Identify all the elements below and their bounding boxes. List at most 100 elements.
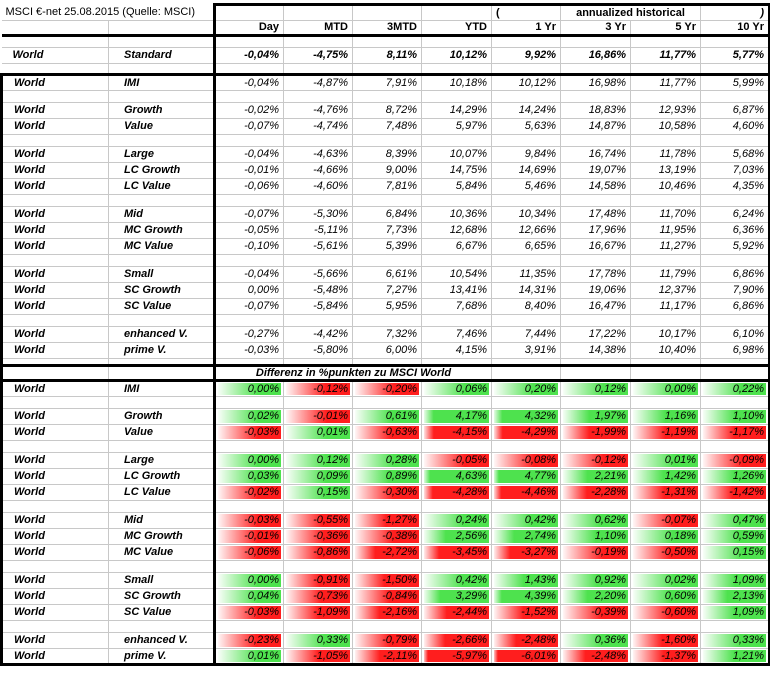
region-cell: World <box>0 484 109 501</box>
value-cell: 9,84% <box>491 146 561 163</box>
value-cell: -0,07% <box>213 118 284 135</box>
header-blank-cell <box>421 3 492 21</box>
spacer-cell <box>630 365 701 382</box>
diff-value-cell: 0,20% <box>491 380 561 397</box>
diff-value-cell: 0,02% <box>630 572 701 589</box>
table-row <box>0 194 770 207</box>
spacer-cell <box>700 500 770 513</box>
spacer-cell <box>560 560 631 573</box>
value-cell: -0,03% <box>213 342 284 359</box>
diff-value-cell: -3,27% <box>491 544 561 561</box>
region-cell: World <box>0 118 109 135</box>
diff-value-cell: -0,03% <box>213 604 284 621</box>
value-cell: 4,15% <box>421 342 492 359</box>
value-cell: 14,29% <box>421 102 492 119</box>
spacer-cell <box>421 560 492 573</box>
spacer-cell <box>630 63 701 76</box>
diff-value-cell: 1,42% <box>630 468 701 485</box>
spacer-cell <box>0 194 109 207</box>
value-cell: 14,38% <box>560 342 631 359</box>
spacer-cell <box>630 35 701 48</box>
value-cell: 7,44% <box>491 326 561 343</box>
label-cell: Mid <box>108 512 215 529</box>
diff-value-cell: 0,28% <box>352 452 422 469</box>
spacer-cell <box>560 194 631 207</box>
value-cell: -5,11% <box>283 222 353 239</box>
value-cell: 11,95% <box>630 222 701 239</box>
value-cell: 10,54% <box>421 266 492 283</box>
label-cell: MC Value <box>108 238 215 255</box>
spacer-cell <box>213 358 284 367</box>
spacer-cell <box>421 90 492 103</box>
table-row: World Growth 0,02% -0,01% 0,61% 4,17% 4,32% 1,9… <box>0 408 770 425</box>
diff-value-cell: -0,63% <box>352 424 422 441</box>
value-cell: -0,10% <box>213 238 284 255</box>
value-cell: 5,99% <box>700 74 770 91</box>
diff-value-cell: 0,00% <box>213 452 284 469</box>
value-cell: 16,67% <box>560 238 631 255</box>
value-cell: 7,81% <box>352 178 422 195</box>
spacer-cell <box>421 134 492 147</box>
spacer-cell <box>283 500 353 513</box>
value-cell: 7,48% <box>352 118 422 135</box>
region-cell: World <box>0 528 109 545</box>
spacer-cell <box>352 396 422 409</box>
label-cell: Growth <box>108 408 215 425</box>
spacer-cell <box>213 194 284 207</box>
spacer-cell <box>213 560 284 573</box>
spacer-cell <box>352 254 422 267</box>
spacer-cell <box>352 90 422 103</box>
diff-value-cell: -0,07% <box>630 512 701 529</box>
spacer-cell <box>630 194 701 207</box>
spacer-cell <box>108 365 215 382</box>
diff-value-cell: 0,00% <box>213 380 284 397</box>
value-cell: 7,73% <box>352 222 422 239</box>
table-row: World SC Growth 0,04% -0,73% -0,84% 3,29% 4,39… <box>0 588 770 605</box>
diff-value-cell: 2,74% <box>491 528 561 545</box>
spacer-cell <box>0 620 109 633</box>
region-cell: World <box>0 544 109 561</box>
table-row: MSCI €-net 25.08.2015 (Quelle: MSCI) (ann… <box>1 3 770 21</box>
diff-value-cell: 0,42% <box>421 572 492 589</box>
value-cell: 7,32% <box>352 326 422 343</box>
diff-value-cell: -1,37% <box>630 648 701 666</box>
diff-value-cell: 1,97% <box>560 408 631 425</box>
spacer-cell <box>213 314 284 327</box>
spacer-cell <box>213 396 284 409</box>
label-cell: Mid <box>108 206 215 223</box>
value-cell: 5,46% <box>491 178 561 195</box>
value-cell: -5,61% <box>283 238 353 255</box>
diff-value-cell: 0,02% <box>213 408 284 425</box>
diff-value-cell: 0,04% <box>213 588 284 605</box>
diff-value-cell: 0,61% <box>352 408 422 425</box>
col-header: 3 Yr <box>560 20 631 37</box>
diff-value-cell: 0,89% <box>352 468 422 485</box>
value-cell: 14,58% <box>560 178 631 195</box>
spacer-cell <box>491 358 561 367</box>
diff-value-cell: 4,77% <box>491 468 561 485</box>
diff-value-cell: 1,21% <box>700 648 770 666</box>
diff-value-cell: -0,02% <box>213 484 284 501</box>
value-cell: -0,04% <box>213 74 284 91</box>
spacer-cell <box>108 254 215 267</box>
table-row: Day MTD 3MTD YTD 1 Yr 3 Yr 5 Yr 10 Yr <box>1 20 770 37</box>
value-cell: -5,30% <box>283 206 353 223</box>
diff-value-cell: 0,15% <box>700 544 770 561</box>
label-cell: Small <box>108 266 215 283</box>
region-cell: World <box>1 47 109 64</box>
spacer-cell <box>108 314 215 327</box>
spacer-cell <box>352 500 422 513</box>
spacer-cell <box>421 254 492 267</box>
value-cell: 8,11% <box>352 47 422 64</box>
value-cell: 11,78% <box>630 146 701 163</box>
diff-value-cell: 1,09% <box>700 604 770 621</box>
diff-value-cell: -0,05% <box>421 452 492 469</box>
region-cell: World <box>0 512 109 529</box>
table-row: World LC Value -0,02% 0,15% -0,30% -4,28% -4,4… <box>0 484 770 501</box>
table-row: World SC Growth 0,00% -5,48% 7,27% 13,41% 14,3… <box>0 282 770 299</box>
diff-value-cell: -0,73% <box>283 588 353 605</box>
value-cell: 16,98% <box>560 74 631 91</box>
value-cell: -4,75% <box>283 47 353 64</box>
label-cell: SC Value <box>108 298 215 315</box>
col-header: Day <box>213 20 284 37</box>
